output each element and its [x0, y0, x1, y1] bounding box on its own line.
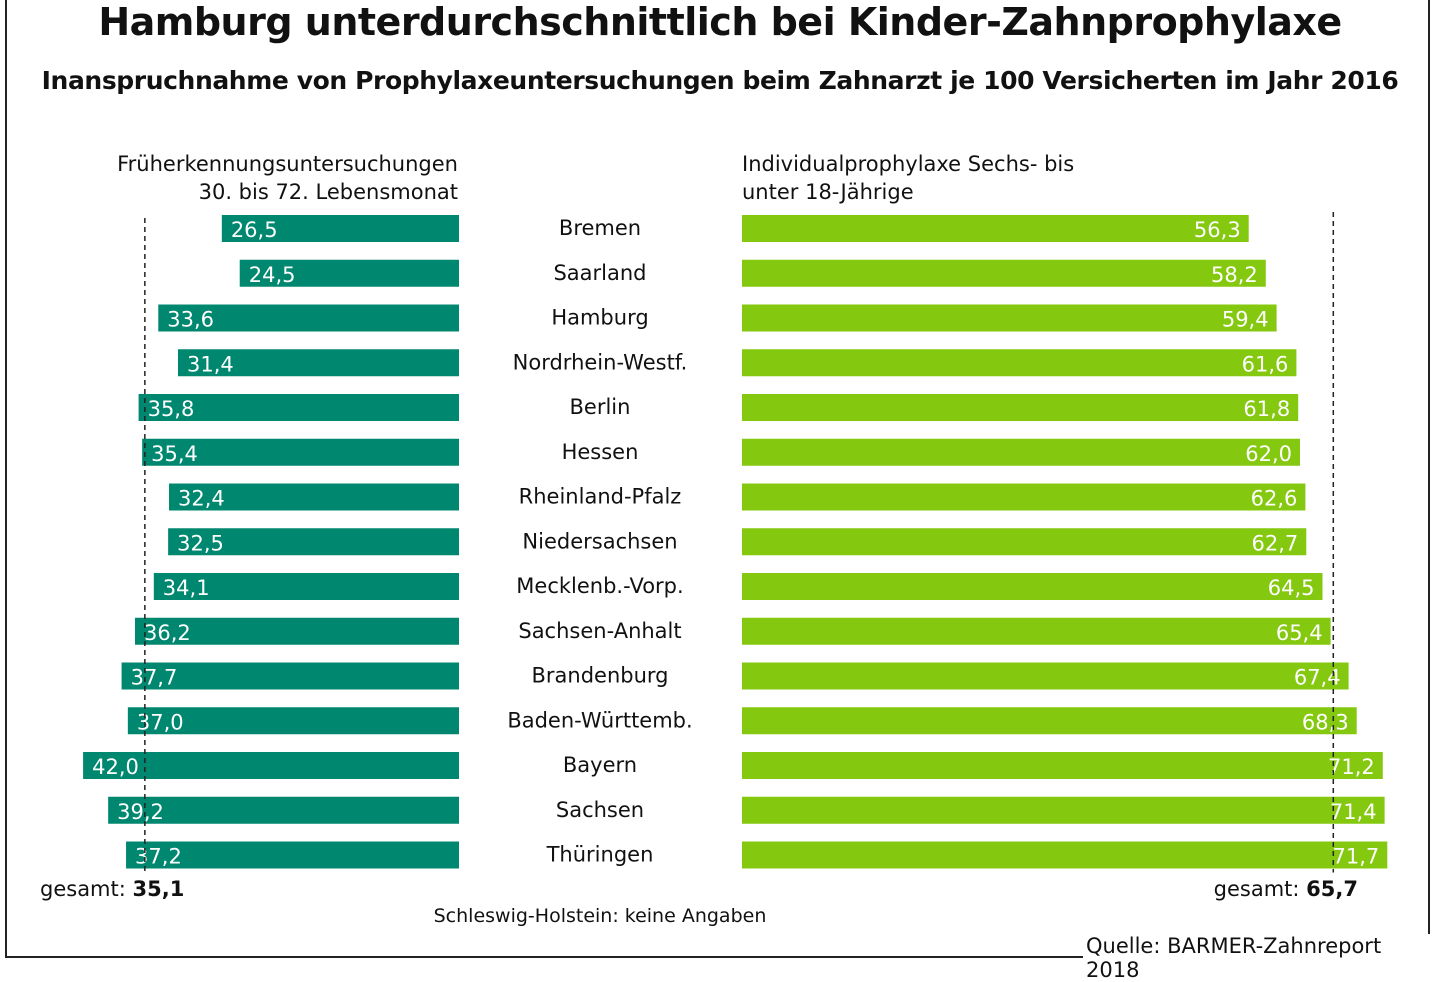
right-bar — [742, 394, 1299, 421]
right-bar-label: 62,6 — [1251, 487, 1298, 511]
right-bar — [742, 528, 1307, 556]
right-bar — [742, 438, 1300, 466]
left-bar-label: 39,2 — [117, 800, 164, 824]
left-bar — [126, 841, 459, 869]
left-bar-label: 33,6 — [167, 308, 214, 332]
right-total-label: gesamt: — [1213, 877, 1300, 901]
left-bar — [158, 304, 459, 332]
category-label: Rheinland-Pfalz — [519, 485, 682, 509]
left-bar-label: 37,0 — [137, 710, 184, 734]
left-bar-label: 35,4 — [151, 442, 198, 466]
right-bar-label: 61,8 — [1243, 397, 1290, 421]
right-bar — [742, 752, 1383, 779]
left-bar — [138, 394, 459, 421]
left-bar — [168, 528, 459, 556]
right-series-name-1: Individualprophylaxe Sechs- bis — [742, 152, 1075, 176]
right-total-value: 65,7 — [1306, 877, 1358, 901]
left-bar-label: 26,5 — [231, 218, 278, 242]
right-bar-label: 64,5 — [1268, 576, 1315, 600]
left-total-label: gesamt: — [40, 877, 126, 901]
right-bar-label: 71,2 — [1328, 755, 1375, 779]
category-label: Sachsen — [556, 798, 644, 822]
category-label: Saarland — [553, 261, 646, 285]
right-bar — [742, 215, 1249, 242]
left-bar-label: 36,2 — [144, 621, 191, 645]
left-series-name-2: 30. bis 72. Lebensmonat — [198, 180, 458, 204]
right-bar-label: 58,2 — [1211, 263, 1258, 287]
category-label: Hamburg — [551, 306, 648, 330]
left-bar — [169, 483, 459, 511]
right-series-header: Individualprophylaxe Sechs- bis unter 18… — [742, 150, 1074, 206]
left-series-name-1: Früherkennungsuntersuchungen — [117, 152, 458, 176]
category-label: Sachsen-Anhalt — [518, 619, 681, 643]
right-bar — [742, 483, 1306, 511]
left-bar — [127, 707, 459, 735]
left-bar-label: 32,4 — [178, 487, 225, 511]
left-bar-label: 24,5 — [249, 263, 296, 287]
left-bar-label: 32,5 — [177, 531, 224, 555]
category-label: Berlin — [570, 395, 631, 419]
left-bar-label: 31,4 — [187, 352, 234, 376]
right-bar — [742, 573, 1323, 600]
frame-bottom — [5, 956, 1083, 958]
right-bar — [742, 662, 1349, 690]
left-bar — [108, 796, 459, 824]
right-bar-label: 62,7 — [1252, 531, 1299, 555]
right-bar — [742, 841, 1388, 869]
right-bar — [742, 707, 1357, 735]
category-label: Brandenburg — [531, 664, 668, 688]
left-total-value: 35,1 — [132, 877, 185, 901]
source: Quelle: BARMER-Zahnreport 2018 — [1086, 934, 1440, 982]
right-bar-label: 65,4 — [1276, 621, 1323, 645]
chart-svg: 26,5 56,3 Bremen 24,5 58,2 Saarland 33,6 59,4 Ha… — [83, 212, 1388, 873]
right-bar — [742, 304, 1277, 332]
right-total: gesamt: 65,7 — [1214, 877, 1358, 901]
right-bar-label: 59,4 — [1222, 308, 1269, 332]
left-series-header: Früherkennungsuntersuchungen 30. bis 72.… — [117, 150, 458, 206]
left-bar-label: 35,8 — [148, 397, 195, 421]
left-bar-label: 34,1 — [163, 576, 210, 600]
right-bar-label: 67,4 — [1294, 666, 1341, 690]
right-series-name-2: unter 18-Jährige — [742, 180, 914, 204]
category-label: Baden-Württemb. — [507, 708, 692, 732]
footnote: Schleswig-Holstein: keine Angaben — [433, 905, 767, 927]
right-bar — [742, 259, 1266, 287]
chart-subtitle: Inanspruchnahme von Prophylaxeuntersuchu… — [41, 66, 1399, 95]
right-bar — [742, 617, 1331, 645]
right-bar-label: 68,3 — [1302, 710, 1349, 734]
right-bar-label: 71,7 — [1333, 845, 1380, 869]
left-bar — [142, 438, 460, 466]
right-bar-label: 62,0 — [1245, 442, 1292, 466]
left-bar-label: 37,7 — [131, 666, 178, 690]
right-bar — [742, 349, 1297, 377]
category-label: Bayern — [563, 753, 637, 777]
left-bar — [221, 215, 459, 242]
category-label: Bremen — [559, 216, 641, 240]
category-label: Mecklenb.-Vorp. — [516, 574, 683, 598]
left-bar — [177, 349, 459, 377]
frame-left — [5, 0, 7, 958]
chart-title: Hamburg unterdurchschnittlich bei Kinder… — [98, 0, 1342, 44]
right-bar-label: 71,4 — [1330, 800, 1377, 824]
category-label: Thüringen — [546, 843, 654, 867]
category-label: Nordrhein-Westf. — [513, 350, 688, 374]
right-bar-label: 61,6 — [1242, 352, 1289, 376]
left-bar — [135, 617, 459, 645]
left-bar — [83, 752, 459, 779]
right-bar-label: 56,3 — [1194, 218, 1241, 242]
category-label: Hessen — [562, 440, 639, 464]
left-bar-label: 37,2 — [135, 845, 182, 869]
left-bar — [121, 662, 460, 690]
frame-right — [1428, 0, 1430, 934]
left-bar — [153, 573, 459, 600]
left-bar — [239, 259, 459, 287]
left-total: gesamt: 35,1 — [40, 877, 184, 901]
left-bar-label: 42,0 — [92, 755, 139, 779]
category-label: Niedersachsen — [522, 529, 677, 553]
right-bar — [742, 796, 1385, 824]
